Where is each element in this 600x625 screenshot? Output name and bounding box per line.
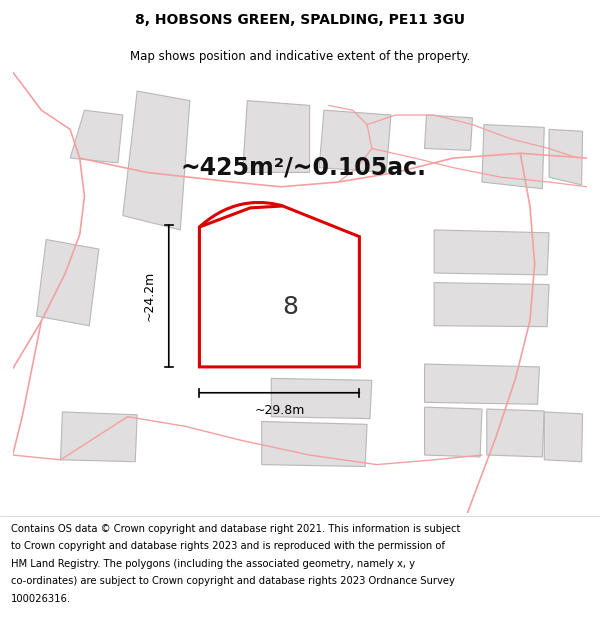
Polygon shape (319, 110, 391, 173)
Text: ~29.8m: ~29.8m (254, 404, 305, 416)
Polygon shape (425, 364, 539, 404)
Polygon shape (425, 407, 482, 457)
Polygon shape (434, 282, 549, 327)
Text: 8, HOBSONS GREEN, SPALDING, PE11 3GU: 8, HOBSONS GREEN, SPALDING, PE11 3GU (135, 13, 465, 27)
Polygon shape (262, 421, 367, 466)
Text: 8: 8 (283, 294, 298, 319)
Text: to Crown copyright and database rights 2023 and is reproduced with the permissio: to Crown copyright and database rights 2… (11, 541, 445, 551)
Polygon shape (123, 91, 190, 230)
Polygon shape (271, 378, 372, 419)
Polygon shape (425, 115, 472, 151)
Polygon shape (549, 129, 583, 185)
Text: Map shows position and indicative extent of the property.: Map shows position and indicative extent… (130, 49, 470, 62)
Polygon shape (61, 412, 137, 462)
Polygon shape (199, 206, 359, 367)
Text: co-ordinates) are subject to Crown copyright and database rights 2023 Ordnance S: co-ordinates) are subject to Crown copyr… (11, 576, 455, 586)
Polygon shape (70, 110, 123, 163)
Polygon shape (37, 239, 99, 326)
Polygon shape (544, 412, 583, 462)
Text: ~24.2m: ~24.2m (143, 271, 156, 321)
Polygon shape (434, 230, 549, 275)
Text: 100026316.: 100026316. (11, 594, 71, 604)
Polygon shape (242, 101, 310, 172)
Text: HM Land Registry. The polygons (including the associated geometry, namely x, y: HM Land Registry. The polygons (includin… (11, 559, 415, 569)
Text: ~425m²/~0.105ac.: ~425m²/~0.105ac. (180, 156, 426, 179)
Polygon shape (487, 409, 544, 457)
Polygon shape (482, 124, 544, 189)
Text: Contains OS data © Crown copyright and database right 2021. This information is : Contains OS data © Crown copyright and d… (11, 524, 460, 534)
